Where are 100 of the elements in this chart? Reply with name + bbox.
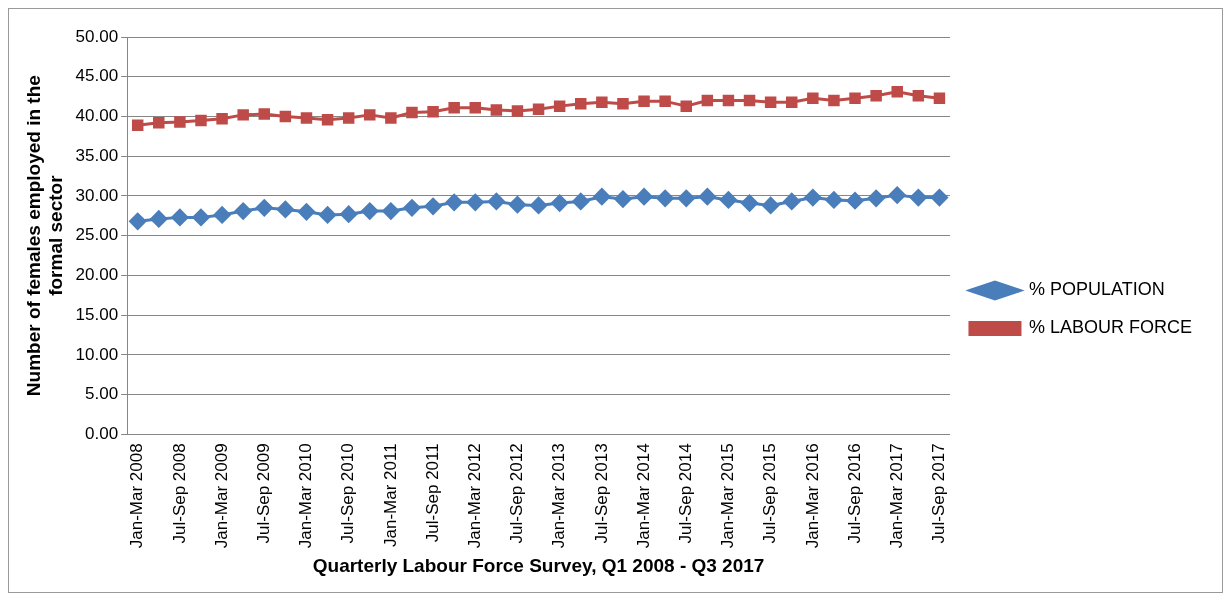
point: [192, 208, 210, 226]
point: [596, 96, 608, 108]
point: [804, 189, 822, 207]
point: [933, 92, 946, 104]
point: [469, 101, 482, 114]
x-tick-label: Jul-Sep 2012: [507, 443, 527, 544]
point: [424, 197, 442, 215]
x-tick-label: Jul-Sep 2014: [675, 443, 695, 544]
point: [195, 114, 207, 127]
y-tick-label: 45.00: [75, 66, 119, 86]
point: [150, 210, 168, 228]
point: [698, 188, 716, 206]
y-tick-label: 35.00: [75, 145, 119, 165]
point: [279, 110, 292, 123]
point: [680, 100, 692, 112]
point: [445, 193, 463, 211]
x-tick-label: Jul-Sep 2017: [929, 443, 949, 544]
point: [764, 96, 777, 108]
y-tick-label: 50.00: [75, 26, 119, 46]
point: [719, 191, 737, 209]
point: [258, 108, 271, 120]
x-tick-label: Jul-Sep 2013: [591, 443, 611, 544]
point: [783, 192, 801, 210]
x-tick-label: Jan-Mar 2011: [380, 443, 400, 547]
x-tick-label: Jan-Mar 2016: [802, 443, 822, 549]
y-tick-label: 10.00: [75, 344, 119, 364]
x-tick-label: Jul-Sep 2009: [253, 443, 273, 544]
point: [870, 90, 882, 102]
point: [530, 196, 548, 214]
x-tick-label: Jul-Sep 2011: [422, 443, 442, 543]
point: [382, 202, 400, 220]
point: [867, 189, 885, 207]
x-tick-label: Jul-Sep 2010: [338, 443, 358, 544]
point: [131, 119, 144, 131]
point: [174, 116, 186, 128]
point: [617, 98, 629, 110]
point: [849, 92, 861, 104]
legend-label: % LABOUR FORCE: [1028, 317, 1192, 338]
point: [807, 92, 819, 104]
point: [153, 117, 165, 129]
point: [635, 188, 653, 206]
point: [785, 96, 798, 108]
point: [340, 205, 358, 223]
point: [551, 194, 569, 212]
point: [255, 199, 273, 217]
point: [385, 112, 397, 124]
point: [741, 194, 759, 212]
point: [342, 112, 355, 124]
y-tick-label: 15.00: [75, 304, 119, 324]
point: [213, 206, 231, 224]
x-tick-label: Jan-Mar 2009: [211, 443, 231, 549]
point: [532, 103, 545, 116]
y-tick-label: 5.00: [85, 384, 119, 404]
point: [677, 189, 695, 207]
y-tick-label: 40.00: [75, 106, 119, 126]
point: [701, 94, 714, 107]
x-tick-label: Jul-Sep 2016: [844, 443, 864, 544]
point: [234, 202, 252, 220]
x-tick-label: Jul-Sep 2008: [169, 443, 189, 544]
x-tick-label: Jan-Mar 2008: [127, 443, 147, 549]
point: [825, 191, 843, 209]
point: [638, 95, 650, 108]
point: [659, 95, 671, 108]
point: [321, 113, 334, 126]
point: [656, 189, 674, 207]
point: [575, 98, 587, 110]
point: [846, 192, 864, 210]
y-tick-label: 25.00: [75, 225, 119, 245]
legend-label: % POPULATION: [1028, 279, 1165, 300]
x-tick-label: Jan-Mar 2015: [718, 443, 738, 549]
point: [508, 196, 526, 214]
x-tick-label: Jan-Mar 2013: [549, 443, 569, 549]
point: [511, 105, 524, 117]
point: [300, 112, 313, 124]
point: [216, 113, 228, 125]
y-tick-label: 0.00: [85, 424, 119, 443]
point: [427, 105, 439, 118]
point: [572, 192, 590, 210]
point: [171, 208, 189, 226]
y-axis-title: Number of females employed in the formal sector: [22, 75, 67, 397]
point: [722, 94, 735, 107]
point: [319, 206, 337, 224]
point: [762, 196, 780, 214]
y-tick-label: 20.00: [75, 265, 119, 285]
x-tick-label: Jan-Mar 2017: [886, 443, 906, 549]
point: [237, 109, 249, 121]
point: [490, 104, 503, 116]
point: [129, 212, 147, 230]
point: [614, 190, 632, 208]
x-tick-label: Jul-Sep 2015: [760, 443, 780, 544]
point: [448, 101, 460, 114]
point: [828, 94, 840, 107]
point: [276, 200, 294, 218]
point: [912, 90, 925, 102]
point: [891, 86, 903, 98]
point: [743, 94, 756, 107]
point: [909, 189, 927, 207]
point: [593, 188, 611, 206]
point: [888, 186, 906, 204]
point: [297, 203, 315, 221]
